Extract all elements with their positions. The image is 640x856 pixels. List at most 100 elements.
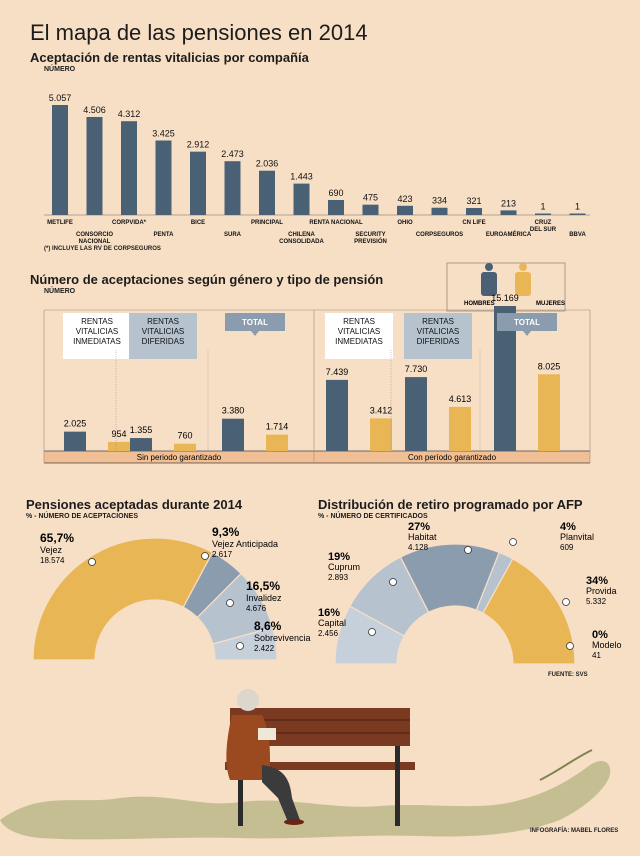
slice-pct: 9,3% xyxy=(212,525,240,539)
company-name-label: SURA xyxy=(224,232,242,238)
group-name-label: Sin periodo garantizado xyxy=(137,453,222,462)
slice-marker xyxy=(562,598,570,606)
company-value-label: 690 xyxy=(328,188,343,198)
slice-name: Planvital xyxy=(560,532,594,542)
slice-count: 2.422 xyxy=(254,644,275,653)
category-header-box xyxy=(497,313,557,331)
slice-name: Provida xyxy=(586,586,617,596)
company-name-label: CN LIFE xyxy=(462,220,485,226)
company-value-label: 2.036 xyxy=(256,159,279,169)
slice-pct: 34% xyxy=(586,575,608,587)
company-bar xyxy=(155,140,172,215)
hombres-bar xyxy=(405,377,427,451)
category-header-label: RENTAS VITALICIAS INMEDIATAS xyxy=(335,317,383,346)
category-header-box xyxy=(129,313,197,359)
slice-marker xyxy=(566,642,574,650)
slice-pct: 19% xyxy=(328,551,350,563)
company-name-label: RENTA NACIONAL xyxy=(309,220,363,226)
hombres-value-label: 15.169 xyxy=(491,293,519,303)
hombres-value-label: 1.355 xyxy=(130,425,153,435)
donut-slice xyxy=(212,626,278,661)
slice-name: Vejez xyxy=(40,545,63,555)
company-value-label: 1.443 xyxy=(290,172,313,182)
slice-count: 18.574 xyxy=(40,556,65,565)
company-bar xyxy=(535,213,551,215)
woman-icon xyxy=(515,272,531,296)
category-header-box xyxy=(325,313,393,359)
slice-count: 2.617 xyxy=(212,550,233,559)
company-bar xyxy=(397,205,413,215)
company-bar xyxy=(500,210,517,215)
slice-marker xyxy=(368,628,376,636)
mujeres-value-label: 3.412 xyxy=(370,405,393,415)
slice-count: 2.456 xyxy=(318,629,339,638)
hombres-bar xyxy=(494,306,516,451)
chart4-title: Distribución de retiro programado por AF… xyxy=(318,497,583,512)
slice-pct: 65,7% xyxy=(40,531,74,545)
category-header-label: TOTAL xyxy=(242,318,268,327)
page-title: El mapa de las pensiones en 2014 xyxy=(30,20,368,45)
company-value-label: 423 xyxy=(397,194,412,204)
slice-pct: 16% xyxy=(318,607,340,619)
company-name-label: PRINCIPAL xyxy=(251,220,283,226)
slice-count: 609 xyxy=(560,543,574,552)
slice-count: 4.676 xyxy=(246,604,267,613)
company-bar xyxy=(328,199,344,215)
donut-slice xyxy=(482,558,576,665)
slice-pct: 16,5% xyxy=(246,579,280,593)
company-name-label: BBVA xyxy=(569,232,586,238)
chart1-subtitle: NÚMERO xyxy=(44,66,76,73)
chile-map-shape xyxy=(0,760,611,840)
legend-hombres: HOMBRES xyxy=(464,301,495,307)
company-bar xyxy=(362,204,379,215)
company-value-label: 2.912 xyxy=(187,140,210,150)
chart3-title: Pensiones aceptadas durante 2014 xyxy=(26,497,243,512)
seated-man xyxy=(226,689,304,825)
slice-name: Sobrevivencia xyxy=(254,633,311,643)
mujeres-bar xyxy=(108,441,130,451)
slice-pct: 0% xyxy=(592,629,608,641)
mujeres-value-label: 760 xyxy=(177,431,192,441)
slice-pct: 8,6% xyxy=(254,619,282,633)
source-credit: FUENTE: SVS xyxy=(548,672,588,678)
slice-count: 4.128 xyxy=(408,543,429,552)
chart2-subtitle: NÚMERO xyxy=(44,288,76,295)
chart3-subtitle: % - NÚMERO DE ACEPTACIONES xyxy=(26,513,139,520)
mujeres-bar xyxy=(370,418,392,451)
mujeres-bar xyxy=(449,406,471,451)
company-value-label: 1 xyxy=(540,202,545,212)
mujeres-bar xyxy=(538,374,560,451)
company-value-label: 321 xyxy=(466,196,481,206)
slice-marker xyxy=(509,538,517,546)
company-name-label: CONSORCIO NACIONAL xyxy=(76,232,113,245)
company-value-label: 475 xyxy=(363,193,378,203)
gender-legend: HOMBRES MUJERES xyxy=(446,262,566,312)
company-value-label: 334 xyxy=(432,196,447,206)
slice-marker xyxy=(236,642,244,650)
hombres-value-label: 2.025 xyxy=(64,419,87,429)
company-bar xyxy=(466,208,482,215)
group-name-label: Con período garantizado xyxy=(408,453,497,462)
category-header-box xyxy=(63,313,131,359)
company-bar xyxy=(569,213,586,215)
category-header-label: RENTAS VITALICIAS DIFERIDAS xyxy=(417,317,460,346)
hombres-value-label: 7.730 xyxy=(405,364,428,374)
category-header-box xyxy=(404,313,472,359)
category-header-label: TOTAL xyxy=(514,318,540,327)
hombres-bar xyxy=(130,438,152,451)
company-name-label: CRUZ DEL SUR xyxy=(530,220,557,233)
slice-name: Invalidez xyxy=(246,593,282,603)
category-header-label: RENTAS VITALICIAS INMEDIATAS xyxy=(73,317,121,346)
slice-marker xyxy=(389,578,397,586)
company-name-label: BICE xyxy=(191,220,205,226)
slice-name: Capital xyxy=(318,618,346,628)
slice-marker xyxy=(226,599,234,607)
mujeres-bar xyxy=(174,443,196,451)
hombres-bar xyxy=(222,418,244,451)
mujeres-value-label: 4.613 xyxy=(449,394,472,404)
infographic-credit: INFOGRAFÍA: MABEL FLORES xyxy=(530,828,619,834)
company-name-label: PENTA xyxy=(154,232,175,238)
hombres-value-label: 3.380 xyxy=(222,406,245,416)
mujeres-bar xyxy=(266,434,288,451)
